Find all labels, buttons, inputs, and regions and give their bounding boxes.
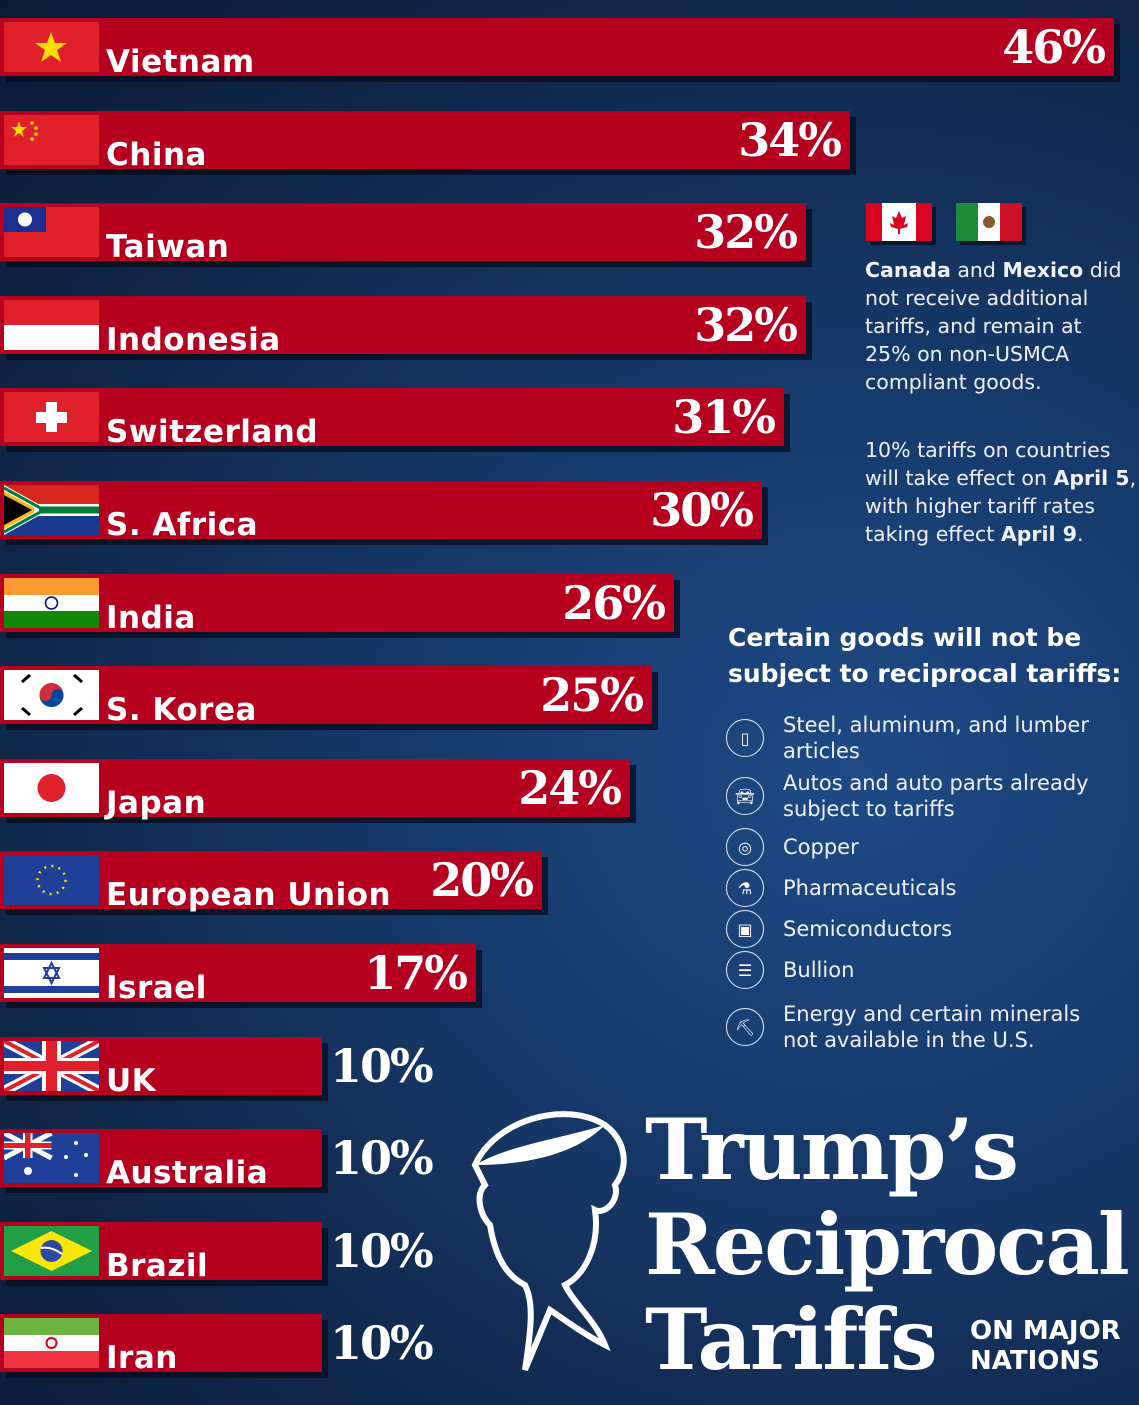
gold-bars-icon: ☰ <box>726 951 764 989</box>
value-label: 10% <box>330 1131 434 1186</box>
bar-japan: Japan 24% <box>0 758 630 821</box>
category-label: Indonesia <box>106 321 281 358</box>
category-label: Brazil <box>106 1247 209 1284</box>
bar-taiwan: Taiwan 32% <box>0 203 806 265</box>
exemption-item: ⛏︎ Energy and certain minerals not availa… <box>726 1001 1103 1053</box>
timing-note: 10% tariffs on countries will take effec… <box>865 438 1137 546</box>
category-label: Taiwan <box>106 229 230 266</box>
category-label: UK <box>106 1062 157 1099</box>
exemption-label: Energy and certain minerals not availabl… <box>783 1002 1081 1052</box>
category-label: Vietnam <box>106 44 255 80</box>
title-line-3: Tariffs <box>645 1290 938 1389</box>
value-label: 20% <box>430 853 534 908</box>
switzerland-flag-icon <box>4 392 99 443</box>
exemption-label: Semiconductors <box>783 917 953 941</box>
car-icon: 🚘︎ <box>726 777 764 815</box>
mineral-icon: ⛏︎ <box>726 1008 764 1046</box>
indonesia-flag-icon <box>4 299 99 350</box>
exemption-label: Pharmaceuticals <box>783 876 957 900</box>
category-label: China <box>106 136 207 173</box>
chip-icon: ▣ <box>726 910 764 948</box>
s-korea-flag-icon <box>4 670 99 721</box>
category-label: Israel <box>106 970 207 1006</box>
mexico-flag-icon <box>956 203 1022 241</box>
bar-iran: Iran 10% <box>0 1314 434 1376</box>
category-label: Switzerland <box>106 414 319 451</box>
bar-uk: UK 10% <box>0 1036 434 1099</box>
value-label: 25% <box>540 668 644 723</box>
exemption-label: Steel, aluminum, and lumber articles <box>783 713 1089 763</box>
exemption-item: ▣ Semiconductors <box>726 910 1103 948</box>
value-label: 32% <box>694 205 798 260</box>
value-label: 46% <box>1002 20 1106 74</box>
european-union-flag-icon <box>4 855 99 906</box>
bar-s-africa: S. Africa 30% <box>0 481 762 543</box>
can-icon: ▯ <box>726 719 764 757</box>
bar-vietnam: Vietnam 46% <box>0 18 1114 80</box>
category-label: India <box>106 599 196 636</box>
category-label: S. Korea <box>106 692 257 729</box>
value-label: 24% <box>518 760 622 815</box>
bar-s-korea: S. Korea 25% <box>0 666 652 728</box>
canada-flag-icon <box>866 203 932 241</box>
value-label: 10% <box>330 1223 434 1278</box>
australia-flag-icon <box>4 1133 99 1184</box>
value-label: 34% <box>738 112 842 167</box>
category-label: Japan <box>106 784 207 821</box>
exemption-item: ⚗︎ Pharmaceuticals <box>726 869 1103 907</box>
value-label: 10% <box>330 1038 434 1093</box>
canada-mexico-note: Canada and Mexico did not receive additi… <box>865 258 1122 394</box>
china-flag-icon <box>4 114 99 165</box>
israel-flag-icon <box>4 948 99 998</box>
uk-flag-icon <box>4 1040 99 1091</box>
pill-bottle-icon: ⚗︎ <box>726 869 764 907</box>
exemption-item: ☰ Bullion <box>726 951 1103 989</box>
value-label: 31% <box>672 390 776 445</box>
bar-indonesia: Indonesia 32% <box>0 295 806 358</box>
bar-european-union: European Union 20% <box>0 851 542 913</box>
exemption-item: 🚘︎ Autos and auto parts already subject t… <box>726 770 1103 822</box>
title-line-2: Reciprocal <box>645 1195 1130 1294</box>
bar-australia: Australia 10% <box>0 1129 434 1191</box>
category-label: Australia <box>106 1155 269 1192</box>
exemptions-heading: Certain goods will not be subject to rec… <box>728 623 1122 688</box>
exemption-item: ◎ Copper <box>726 828 1103 866</box>
category-label: S. Africa <box>106 507 259 543</box>
trump-silhouette-icon <box>471 1111 627 1372</box>
value-label: 17% <box>364 946 468 1000</box>
title-line-1: Trump’s <box>645 1100 1019 1199</box>
value-label: 32% <box>694 297 798 352</box>
exemption-item: ▯ Steel, aluminum, and lumber articles <box>726 712 1103 764</box>
exemption-label: Bullion <box>783 958 855 982</box>
bar-switzerland: Switzerland 31% <box>0 388 784 450</box>
taiwan-flag-icon <box>4 207 99 258</box>
exemption-label: Autos and auto parts already subject to … <box>783 771 1089 821</box>
s-africa-flag-icon <box>4 485 99 535</box>
value-label: 26% <box>562 575 666 630</box>
bar-israel: Israel 17% <box>0 944 476 1006</box>
bar-china: China 34% <box>0 110 850 173</box>
value-label: 30% <box>650 483 754 537</box>
exemption-label: Copper <box>783 835 859 859</box>
iran-flag-icon <box>4 1318 99 1369</box>
category-label: European Union <box>106 877 392 914</box>
india-flag-icon <box>4 577 99 628</box>
bar-india: India 26% <box>0 573 674 636</box>
category-label: Iran <box>106 1340 178 1377</box>
vietnam-flag-icon <box>4 22 99 72</box>
value-label: 10% <box>330 1316 434 1371</box>
bar-brazil: Brazil 10% <box>0 1221 434 1284</box>
brazil-flag-icon <box>4 1225 99 1276</box>
subtitle: ON MAJOR NATIONS <box>970 1316 1121 1376</box>
copper-roll-icon: ◎ <box>726 828 764 866</box>
japan-flag-icon <box>4 762 99 813</box>
